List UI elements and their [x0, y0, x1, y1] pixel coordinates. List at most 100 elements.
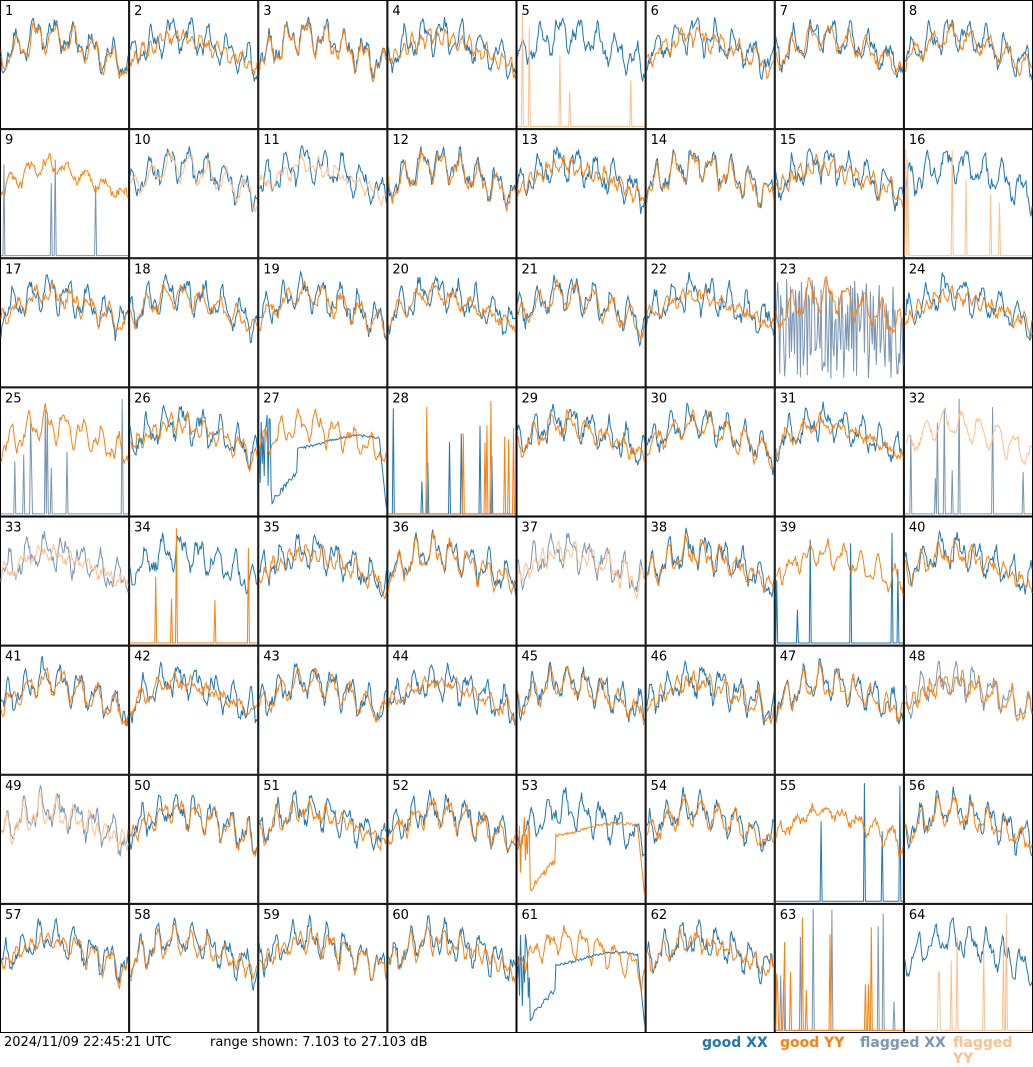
panel-number: 58 — [134, 908, 151, 923]
panel-frame — [516, 258, 646, 388]
panel-number: 7 — [780, 4, 788, 19]
panel-number: 29 — [522, 391, 539, 406]
yy-trace — [775, 24, 904, 75]
yy-trace — [517, 924, 646, 991]
yy-trace — [904, 149, 1032, 257]
xx-trace — [775, 401, 904, 463]
xx-trace — [259, 270, 387, 341]
yy-trace — [775, 152, 904, 209]
panel-frame — [774, 516, 904, 646]
panel-number: 41 — [5, 650, 22, 665]
xx-trace — [904, 660, 1033, 719]
yy-trace — [258, 543, 387, 600]
panel-frame — [774, 129, 904, 259]
panel-frame — [0, 387, 130, 517]
xx-trace — [646, 402, 775, 475]
panel-number: 28 — [392, 391, 409, 406]
yy-trace — [129, 150, 258, 212]
panel-frame — [903, 387, 1033, 517]
xx-trace — [646, 659, 775, 726]
yy-trace — [904, 537, 1033, 594]
xx-trace — [904, 529, 1033, 595]
yy-trace — [387, 27, 516, 81]
panel-number: 54 — [651, 779, 668, 794]
yy-trace — [0, 544, 129, 589]
panel-number: 44 — [392, 650, 409, 665]
panel-number: 43 — [263, 650, 280, 665]
xx-trace — [775, 532, 903, 644]
panel-number: 46 — [651, 650, 668, 665]
yy-trace — [388, 400, 516, 515]
xx-trace — [258, 414, 387, 509]
yy-trace — [904, 913, 1032, 1031]
yy-trace — [0, 280, 129, 332]
yy-trace — [129, 670, 258, 716]
panel-number: 57 — [5, 908, 22, 923]
xx-trace — [129, 793, 258, 856]
xx-trace — [387, 529, 516, 596]
yy-trace — [646, 928, 775, 977]
xx-trace — [387, 662, 516, 726]
yy-trace — [517, 277, 646, 341]
panel-frame — [129, 903, 259, 1033]
yy-trace — [646, 26, 775, 80]
yy-trace — [387, 797, 516, 852]
panel-number: 4 — [392, 4, 400, 19]
panel-frame — [516, 774, 646, 904]
panel-frame — [0, 129, 130, 259]
panel-frame — [258, 774, 388, 904]
panel-frame — [258, 903, 388, 1033]
xx-trace — [904, 786, 1033, 857]
yy-trace — [517, 817, 646, 896]
panel-number: 25 — [5, 391, 22, 406]
panel-frame — [129, 129, 259, 259]
panel-number: 63 — [780, 908, 797, 923]
panel-number: 59 — [263, 908, 280, 923]
yy-trace — [517, 12, 645, 127]
panel-number: 18 — [134, 262, 151, 277]
panel-number: 49 — [5, 779, 22, 794]
panel-number: 19 — [263, 262, 280, 277]
panel-number: 42 — [134, 650, 151, 665]
yy-trace — [775, 802, 904, 859]
yy-trace — [258, 153, 387, 208]
panel-frame — [516, 129, 646, 259]
panel-number: 62 — [651, 908, 668, 923]
xx-trace — [775, 908, 903, 1031]
xx-trace — [646, 149, 775, 209]
panel-frame — [387, 258, 517, 388]
panel-number: 17 — [5, 262, 22, 277]
panel-frame — [387, 129, 517, 259]
panel-frame — [645, 387, 775, 517]
yy-trace — [646, 286, 775, 329]
yy-trace — [0, 403, 129, 465]
panel-frame — [645, 129, 775, 259]
xx-trace — [775, 147, 904, 212]
panel-number: 23 — [780, 262, 797, 277]
yy-trace — [775, 660, 904, 724]
xx-trace — [387, 790, 516, 853]
xx-trace — [904, 19, 1033, 81]
panel-frame — [387, 387, 517, 517]
yy-trace — [904, 794, 1033, 849]
yy-trace — [646, 795, 775, 849]
xx-trace — [387, 16, 516, 80]
panel-frame — [129, 387, 259, 517]
yy-trace — [775, 410, 904, 461]
panel-number: 32 — [909, 391, 926, 406]
xx-trace — [904, 917, 1033, 987]
panel-number: 30 — [651, 391, 668, 406]
panel-frame — [0, 774, 130, 904]
panel-frame — [903, 258, 1033, 388]
panel-number: 35 — [263, 521, 280, 536]
panel-frame — [258, 0, 388, 130]
panel-frame — [516, 516, 646, 646]
yy-trace — [0, 152, 129, 199]
panel-number: 13 — [522, 133, 539, 148]
panel-number: 21 — [522, 262, 539, 277]
xx-trace — [904, 398, 1032, 515]
panel-frame — [903, 0, 1033, 130]
xx-trace — [904, 149, 1033, 217]
panel-number: 60 — [392, 908, 409, 923]
